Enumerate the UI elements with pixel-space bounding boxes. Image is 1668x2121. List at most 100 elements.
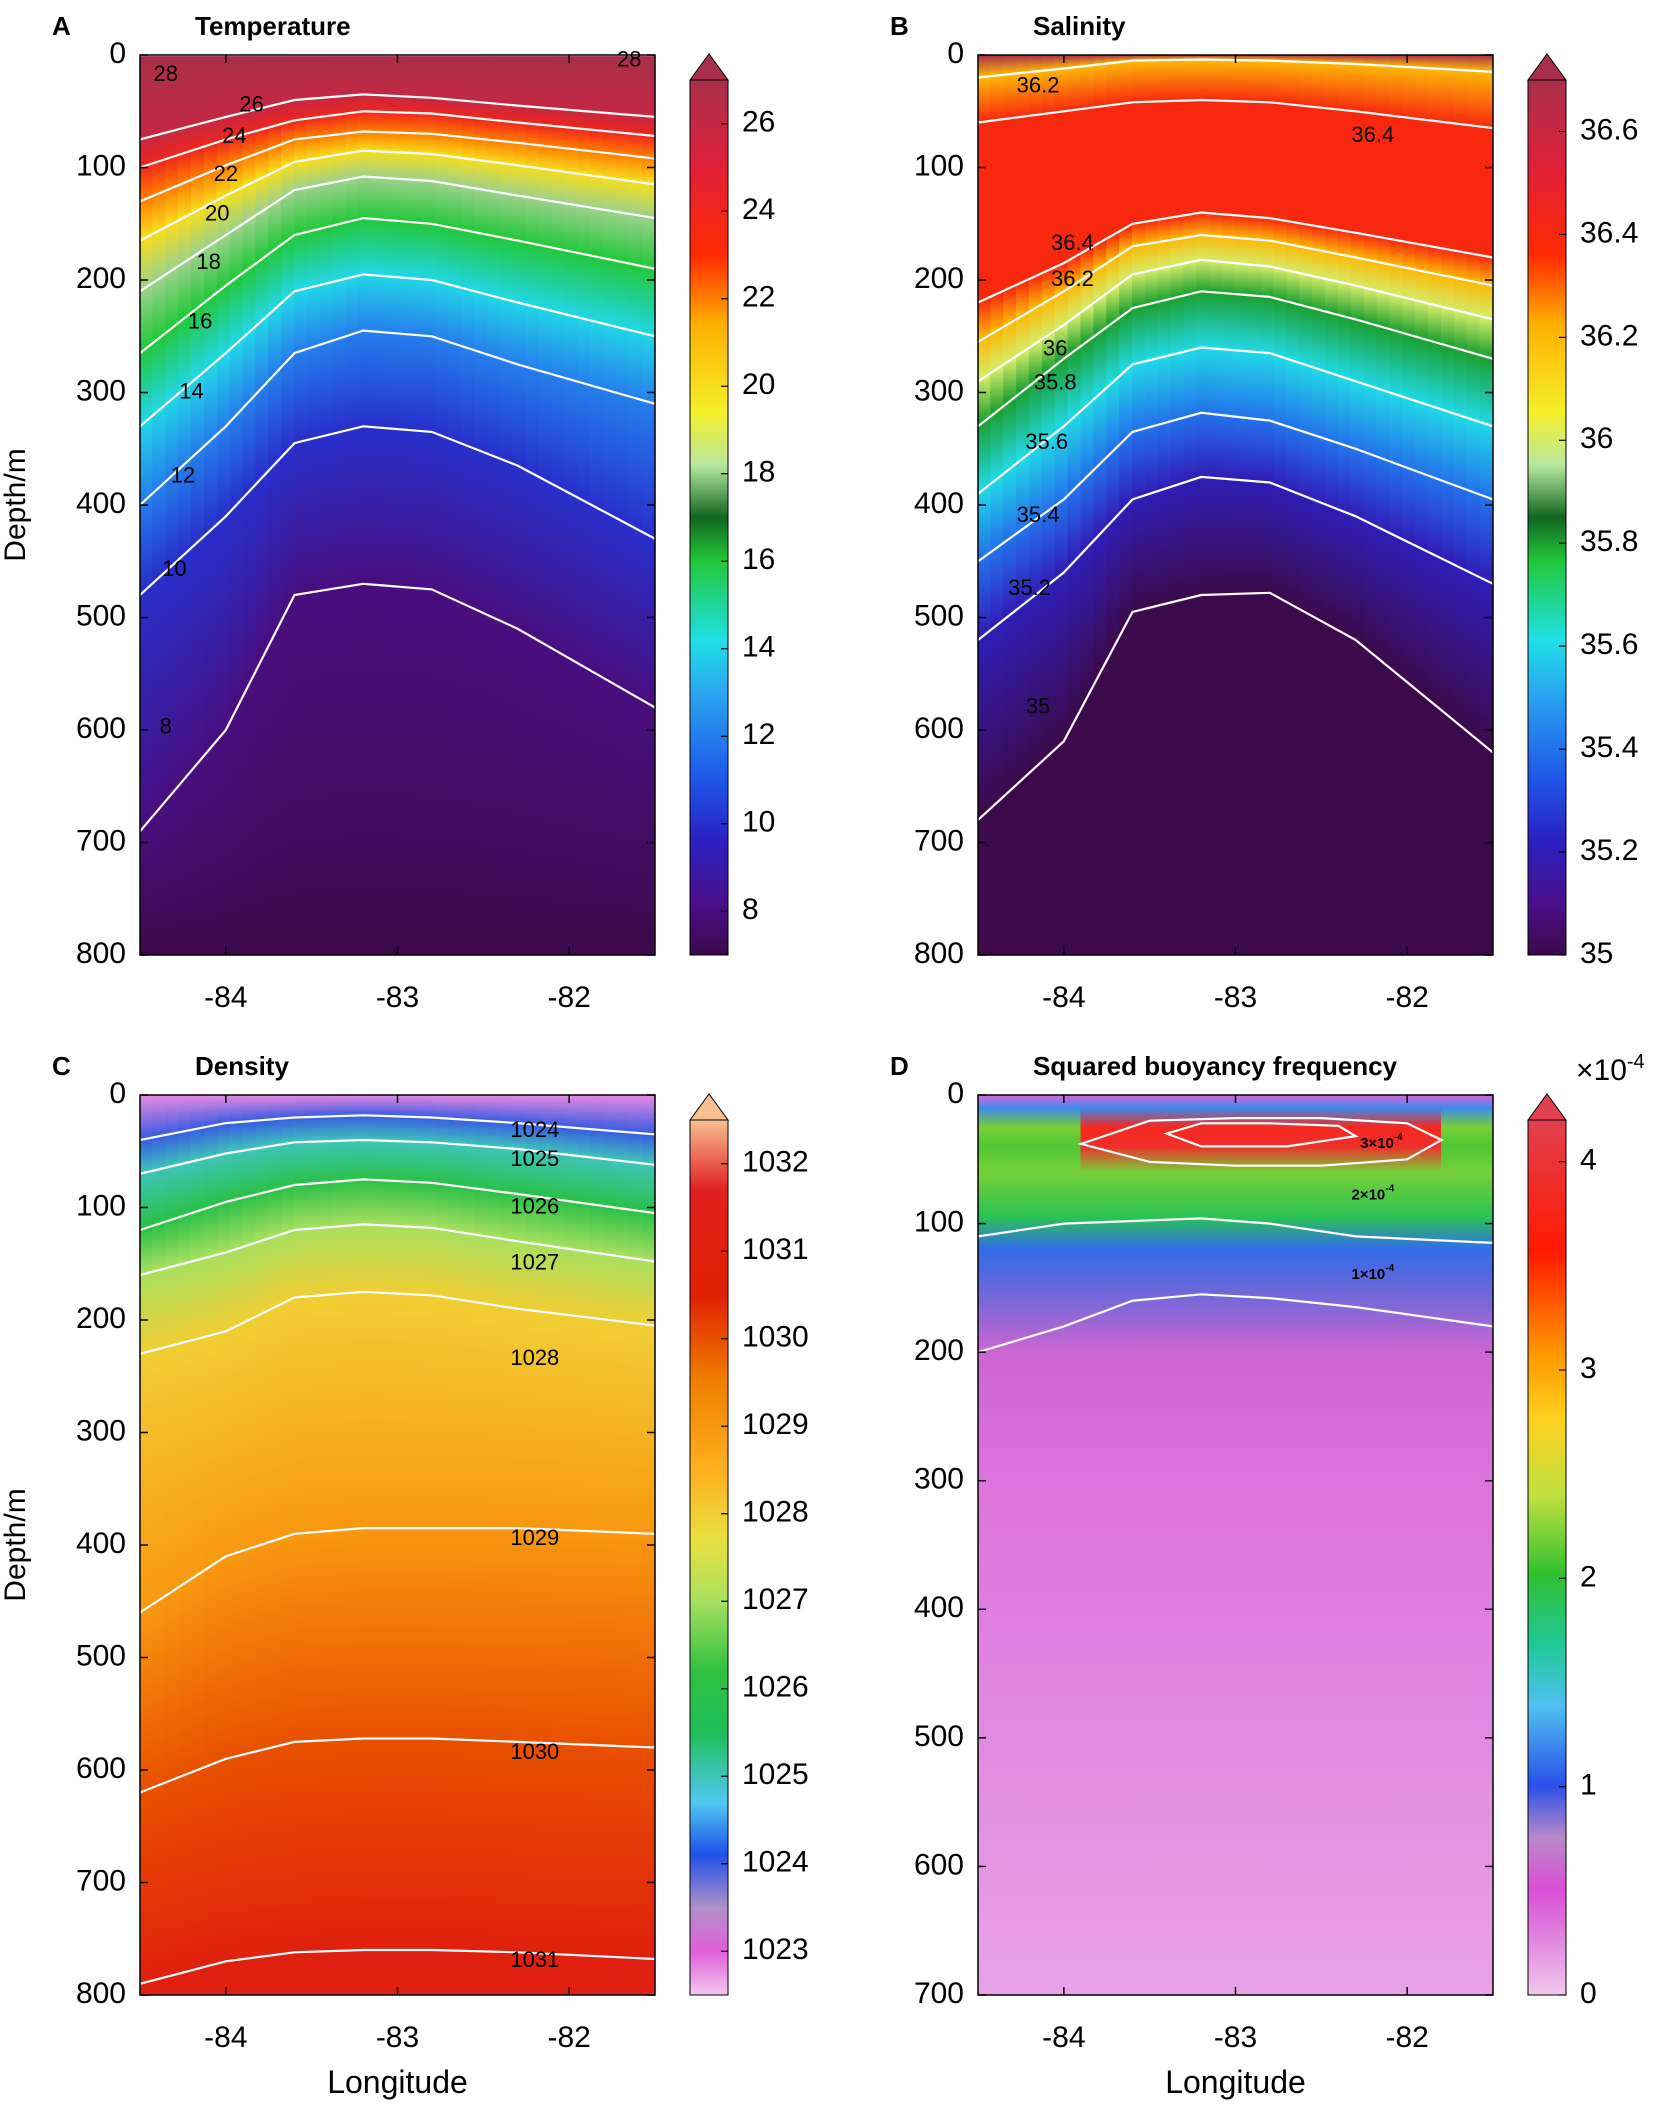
colorbar-tick-label: 20 (742, 368, 775, 401)
heatmap-field (978, 1095, 1493, 1995)
y-tick-label: 300 (914, 374, 964, 407)
contour-line (140, 149, 655, 242)
x-axis: -84 -83 -82 (204, 55, 591, 1014)
colorbar-tick-label: 35.2 (1580, 834, 1638, 867)
x-axis: -84 -83 -82 (1042, 55, 1429, 1014)
contour-label: 28 (154, 61, 178, 86)
colorbar: 8 10 12 14 16 18 20 22 24 26 (689, 53, 775, 956)
x-tick-label: -84 (204, 2021, 247, 2054)
y-tick-label: 800 (914, 937, 964, 970)
y-tick-label: 500 (914, 1720, 964, 1753)
colorbar-arrow (689, 1093, 729, 1121)
contour-label: 8 (160, 714, 172, 739)
colorbar-tick-label: 35.4 (1580, 731, 1638, 764)
colorbar-tick-label: 35.6 (1580, 628, 1638, 661)
contour-label: 20 (205, 201, 229, 226)
contour-label: 36.4 (1051, 230, 1094, 255)
panel-title: Squared buoyancy frequency (1033, 1051, 1398, 1081)
y-axis: 0 100 200 300 400 500 600 700 800 (76, 37, 655, 970)
contour-line (978, 258, 1493, 383)
colorbar-tick-label: 1026 (742, 1671, 809, 1704)
contour-label: 28 (617, 46, 641, 71)
colorbar-tick-label: 26 (742, 106, 775, 139)
x-axis: -84 -83 -82 (204, 1095, 591, 2054)
panel-title: Density (195, 1051, 289, 1081)
contour-label: 18 (196, 249, 220, 274)
contour-label: 35.8 (1034, 369, 1077, 394)
contour-line (978, 475, 1493, 641)
contour-line (140, 110, 655, 169)
contour-label: 1027 (510, 1250, 559, 1275)
colorbar-tick-label: 1031 (742, 1233, 809, 1266)
contour-lines (978, 1117, 1493, 1354)
colorbar-tick-label: 1024 (742, 1846, 809, 1879)
colorbar-tick-label: 1023 (742, 1933, 809, 1966)
contour-lines (140, 55, 655, 833)
contour-label: 36.4 (1351, 122, 1394, 147)
panel-b: 36.2 36.4 36.4 36.2 36 35.8 35.6 35.4 35.2 35 0 100… (890, 11, 1638, 1014)
contour-line (140, 1527, 655, 1614)
colorbar-tick-label: 1025 (742, 1758, 809, 1791)
y-tick-label: 0 (947, 1077, 964, 1110)
colorbar-tick-label: 1 (1580, 1769, 1597, 1802)
y-axis: 0 100 200 300 400 500 600 700 (914, 1077, 1493, 2010)
y-tick-label: 700 (914, 1977, 964, 2010)
contour-label: 35.6 (1025, 429, 1068, 454)
contour-line (1077, 1117, 1444, 1167)
x-tick-label: -84 (204, 981, 247, 1014)
colorbar-scale (1527, 1119, 1567, 1996)
y-tick-label: 100 (914, 1205, 964, 1238)
contour-label: 1029 (510, 1525, 559, 1550)
y-tick-label: 100 (76, 1189, 126, 1222)
y-tick-label: 300 (914, 1463, 964, 1496)
colorbar-tick-label: 8 (742, 893, 759, 926)
y-tick-label: 800 (76, 937, 126, 970)
y-tick-label: 700 (76, 824, 126, 857)
y-tick-label: 200 (914, 1334, 964, 1367)
colorbar-tick-label: 24 (742, 193, 775, 226)
y-axis: 0 100 200 300 400 500 600 700 800 (914, 37, 1493, 970)
contour-line (978, 211, 1493, 304)
y-tick-label: 500 (76, 599, 126, 632)
y-tick-label: 600 (76, 1752, 126, 1785)
x-tick-label: -82 (1385, 981, 1428, 1014)
contour-line (978, 591, 1493, 821)
contour-label: 1026 (510, 1193, 559, 1218)
colorbar-tick-label: 1027 (742, 1583, 809, 1616)
contour-label: 1×10-4 (1351, 1263, 1394, 1283)
colorbar-scale (689, 79, 729, 956)
colorbar-tick-label: 36.2 (1580, 319, 1638, 352)
y-tick-label: 600 (914, 712, 964, 745)
x-tick-label: -83 (376, 981, 419, 1014)
colorbar-scale (689, 1119, 729, 1996)
contour-line (978, 233, 1493, 343)
contour-line (140, 1114, 655, 1142)
contour-label: 12 (171, 463, 195, 488)
contour-label: 36 (1043, 336, 1067, 361)
colorbar-tick-label: 1030 (742, 1321, 809, 1354)
contour-label: 1031 (510, 1947, 559, 1972)
contour-line (140, 273, 655, 428)
contour-label: 1028 (510, 1345, 559, 1370)
y-tick-label: 200 (76, 1302, 126, 1335)
x-tick-label: -83 (1214, 2021, 1257, 2054)
y-tick-label: 500 (914, 599, 964, 632)
contour-line (978, 1217, 1493, 1244)
colorbar-tick-label: 36.4 (1580, 216, 1638, 249)
y-axis: 0 100 200 300 400 500 600 700 800 (76, 1077, 655, 2010)
contour-line (978, 346, 1493, 495)
contour-label: 36.2 (1051, 266, 1094, 291)
contour-line (140, 130, 655, 203)
x-tick-label: -84 (1042, 2021, 1085, 2054)
contour-line (140, 1737, 655, 1794)
y-tick-label: 0 (109, 1077, 126, 1110)
contour-label: 10 (162, 556, 186, 581)
contour-line (978, 58, 1493, 79)
contour-label: 35.4 (1017, 502, 1060, 527)
colorbar-tick-label: 0 (1580, 1977, 1597, 2010)
contour-label: 14 (179, 378, 203, 403)
contour-line (978, 98, 1493, 130)
colorbar-tick-label: 12 (742, 718, 775, 751)
contour-label: 26 (239, 91, 263, 116)
